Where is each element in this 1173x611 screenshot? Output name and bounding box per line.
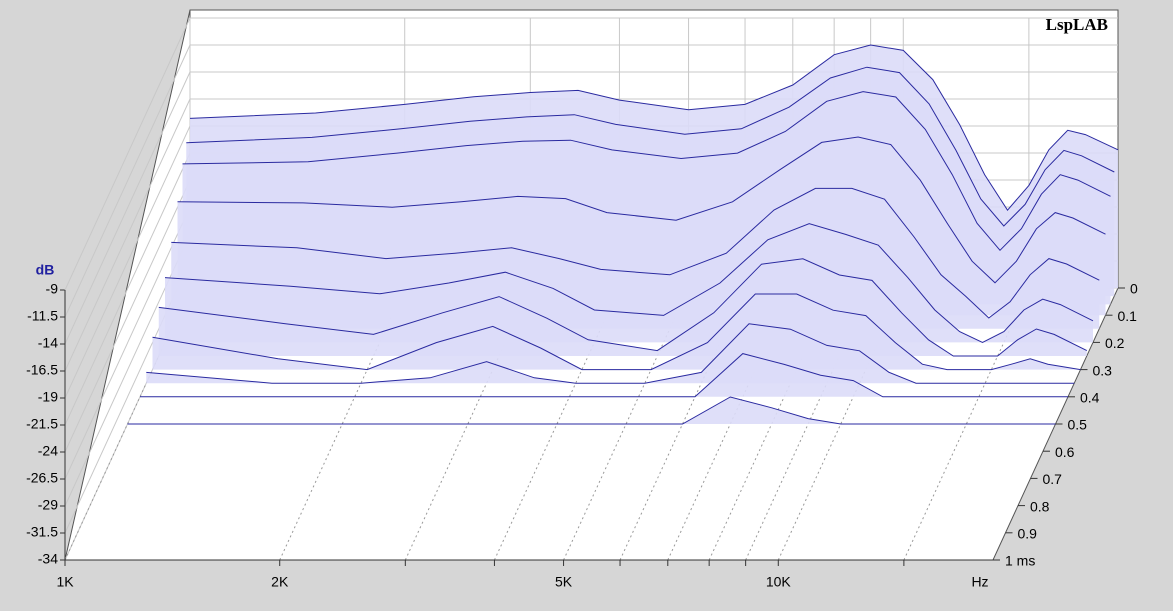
grid-line [64, 125, 191, 399]
y-tick-label: -9 [46, 281, 59, 297]
slice-line [158, 258, 1088, 357]
watermark: LspLAB [1046, 15, 1108, 34]
y-tick-label: -29 [38, 497, 58, 513]
z-tick-label: 0.4 [1080, 390, 1100, 406]
z-tick-label: 0.6 [1055, 444, 1075, 460]
y-tick-label: -21.5 [26, 416, 58, 432]
slice-fill [146, 323, 1075, 384]
z-tick-label: 0.3 [1093, 362, 1113, 378]
grid-line [64, 17, 191, 291]
x-tick-label: 5K [555, 574, 573, 590]
y-tick-label: -34 [38, 551, 58, 567]
z-tick-label: 0.8 [1030, 498, 1050, 514]
slice-line [171, 187, 1100, 319]
slice-fill [140, 353, 1068, 397]
grid-line [64, 152, 191, 426]
slice-line [140, 353, 1068, 398]
z-tick-label: 0.2 [1105, 335, 1125, 351]
x-tick-label: 2K [271, 574, 289, 590]
slice-line [186, 66, 1115, 227]
z-tick-label: 0 [1130, 281, 1138, 297]
x-tick-label: 10K [766, 574, 792, 590]
y-tick-label: -26.5 [26, 470, 58, 486]
grid-line [64, 71, 191, 345]
z-tick-label: 0.9 [1018, 526, 1038, 542]
z-tick-label: 1 ms [1005, 553, 1035, 569]
slice-line [146, 323, 1075, 384]
x-tick-label: 1K [56, 574, 74, 590]
grid-line [64, 44, 191, 318]
slice-line [127, 396, 1056, 425]
y-tick-label: -24 [38, 443, 58, 459]
y-tick-label: -16.5 [26, 362, 58, 378]
grid-line [64, 179, 191, 453]
grid-line [64, 98, 191, 372]
slice-line [177, 136, 1106, 284]
grid-line [64, 206, 191, 480]
slice-line [189, 44, 1119, 212]
y-tick-label: -11.5 [27, 308, 58, 324]
y-tick-label: -14 [38, 335, 58, 351]
y-tick-label: -31.5 [26, 524, 58, 540]
z-tick-label: 0.1 [1118, 308, 1138, 324]
slice-line [164, 223, 1094, 343]
z-tick-label: 0.7 [1043, 471, 1063, 487]
slice-line [182, 91, 1111, 252]
y-tick-label: -19 [38, 389, 58, 405]
z-tick-label: 0.5 [1068, 417, 1088, 433]
slice-line [152, 293, 1081, 371]
x-axis-label: Hz [971, 574, 988, 590]
y-axis-label: dB [36, 262, 55, 278]
